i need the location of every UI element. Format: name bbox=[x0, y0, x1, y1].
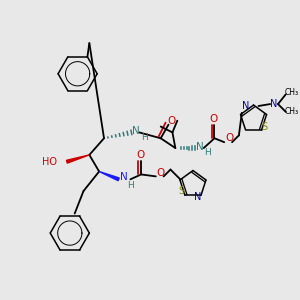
Text: H: H bbox=[127, 181, 134, 190]
Text: H: H bbox=[141, 133, 148, 142]
Text: N: N bbox=[194, 192, 202, 202]
Text: N: N bbox=[132, 126, 140, 136]
Text: O: O bbox=[136, 150, 144, 160]
Text: S: S bbox=[178, 186, 184, 196]
Text: CH₃: CH₃ bbox=[285, 107, 299, 116]
Text: CH₃: CH₃ bbox=[285, 88, 299, 97]
Text: H: H bbox=[204, 148, 211, 158]
Text: S: S bbox=[261, 122, 267, 131]
Text: O: O bbox=[167, 116, 175, 126]
Text: N: N bbox=[120, 172, 128, 182]
Text: O: O bbox=[225, 133, 233, 143]
Text: N: N bbox=[242, 101, 249, 111]
Text: O: O bbox=[157, 169, 165, 178]
Polygon shape bbox=[66, 155, 89, 163]
Text: N: N bbox=[270, 99, 278, 109]
Polygon shape bbox=[99, 172, 119, 181]
Text: HO: HO bbox=[42, 157, 57, 167]
Text: N: N bbox=[196, 142, 204, 152]
Text: O: O bbox=[209, 114, 217, 124]
